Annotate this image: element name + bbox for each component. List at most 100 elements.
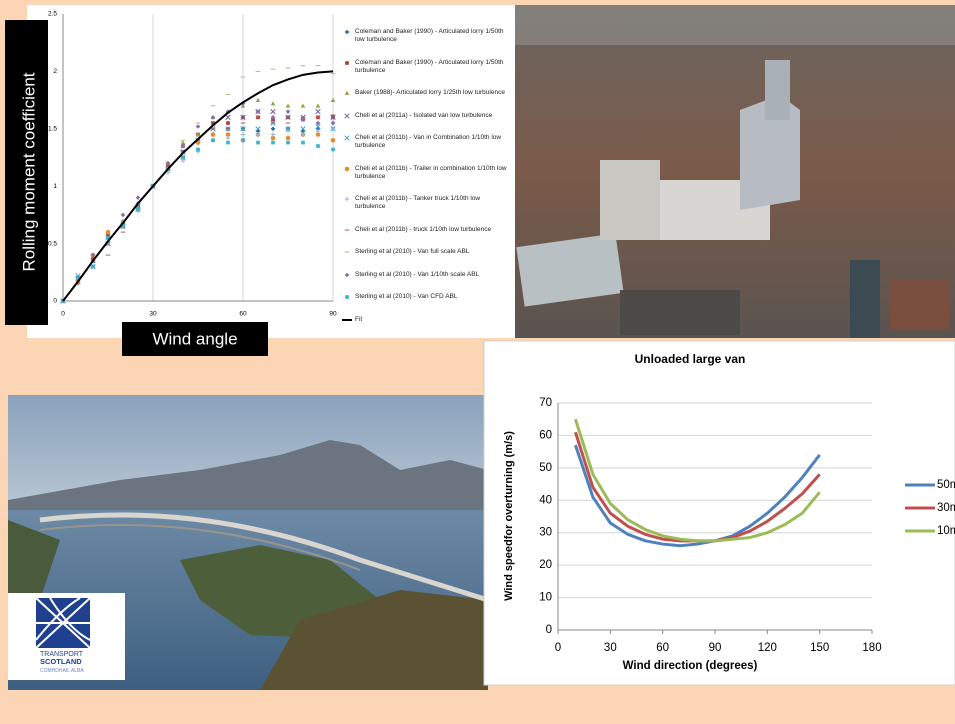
- y-tick-label: 0: [546, 624, 552, 636]
- point: [90, 252, 96, 258]
- logo-line: TRANSPORT: [40, 651, 84, 658]
- point: [225, 114, 231, 120]
- legend-symbol: [345, 295, 349, 300]
- point: [195, 124, 201, 129]
- legend-symbol: [344, 166, 350, 171]
- legend-item: Sterling et al (2010) - Van full scale A…: [342, 248, 512, 256]
- legend-label: Coleman and Baker (1990) - Articulated l…: [355, 58, 504, 74]
- point: [226, 121, 230, 125]
- x-axis-label: Wind direction (degrees): [623, 660, 758, 672]
- legend-label: 50mph: [937, 479, 955, 491]
- chart-panel: [483, 340, 955, 686]
- legend-label: 10mph: [937, 525, 955, 537]
- legend-item: Sterling et al (2010) - Van CFD ABL: [342, 293, 512, 301]
- legend-symbol: [344, 196, 350, 202]
- point: [285, 103, 291, 108]
- legend-symbol: [344, 29, 350, 35]
- point: [301, 140, 305, 145]
- legend-label: Baker (1988)- Articulated lorry 1/25th l…: [355, 89, 505, 97]
- y-tick-label: 50: [539, 462, 552, 474]
- point: [136, 207, 140, 211]
- legend-marker: [345, 60, 349, 65]
- point: [330, 137, 336, 143]
- point: [331, 147, 335, 152]
- legend-item: Cheli et al (2011b) - Trailer in combina…: [342, 165, 512, 181]
- y-tick-label: 40: [539, 494, 552, 506]
- series-line: [574, 418, 821, 543]
- point: [315, 103, 321, 108]
- point: [286, 140, 290, 145]
- legend-item: Coleman and Baker (1990) - Articulated l…: [342, 59, 512, 75]
- point: [255, 97, 261, 102]
- legend-marker: [344, 112, 350, 119]
- point: [330, 97, 336, 102]
- point: [226, 140, 230, 145]
- point: [330, 114, 336, 120]
- y-tick-label: 2.5: [48, 11, 57, 18]
- label-box: [122, 322, 268, 356]
- legend-marker: [344, 251, 350, 253]
- point: [285, 109, 291, 114]
- legend: Coleman and Baker (1990) - Articulated l…: [342, 28, 512, 324]
- legend-symbol: [344, 135, 350, 141]
- fit-line: [62, 70, 334, 302]
- legend-item: Sterling et al (2010) - Van 1/10th scale…: [342, 271, 512, 279]
- logo-line: SCOTLAND: [40, 657, 82, 666]
- legend-label: Cheli et al (2011b) - Tanker truck 1/10t…: [355, 195, 481, 211]
- legend-label: Cheli et al (2011a) - Isolated van low t…: [355, 111, 493, 119]
- point: [256, 140, 260, 145]
- y-tick-label: 20: [539, 559, 552, 571]
- chart-panel: [27, 5, 515, 338]
- point: [330, 126, 336, 132]
- x-tick-label: 30: [604, 642, 617, 654]
- legend-marker: [344, 166, 350, 171]
- legend-label: Sterling et al (2010) - Van full scale A…: [355, 248, 470, 256]
- point: [180, 158, 186, 164]
- point: [315, 128, 321, 134]
- point: [241, 138, 245, 143]
- point: [315, 123, 321, 130]
- point: [300, 103, 306, 108]
- y-tick-label: 10: [539, 592, 552, 604]
- point: [240, 132, 246, 137]
- point: [91, 264, 95, 269]
- x-tick-label: 120: [758, 642, 777, 654]
- point: [271, 140, 275, 145]
- legend-symbol: [344, 272, 350, 278]
- point: [270, 126, 276, 132]
- y-tick-label: 0: [53, 298, 57, 305]
- point: [315, 108, 321, 115]
- legend-marker: [344, 90, 350, 95]
- point: [300, 132, 306, 137]
- x-tick-label: 0: [555, 642, 561, 654]
- logo-line: COMHDHAIL ALBA: [40, 668, 84, 674]
- point: [105, 229, 111, 235]
- y-tick-label: 60: [539, 429, 552, 441]
- point: [240, 126, 246, 132]
- legend-item: Fit: [342, 316, 512, 324]
- point: [285, 114, 291, 120]
- city-photo: [515, 5, 955, 338]
- logo: TRANSPORT SCOTLAND COMHDHAIL ALBA: [8, 593, 125, 680]
- point: [270, 115, 276, 120]
- legend-symbol: [344, 90, 350, 95]
- point: [255, 132, 261, 137]
- point: [180, 143, 186, 149]
- point: [210, 132, 216, 137]
- point: [270, 101, 276, 106]
- x-tick-label: 0: [61, 311, 65, 318]
- y-tick-label: 2: [53, 68, 57, 75]
- point: [300, 126, 306, 132]
- legend-label: Sterling et al (2010) - Van 1/10th scale…: [355, 270, 480, 278]
- legend-marker: [344, 29, 350, 35]
- point: [316, 144, 320, 148]
- legend-label: Sterling et al (2010) - Van CFD ABL: [355, 293, 458, 301]
- legend-label: 30mph: [937, 502, 955, 514]
- point: [285, 128, 291, 134]
- point: [255, 109, 261, 114]
- legend-marker: [344, 196, 350, 202]
- point: [240, 114, 246, 120]
- legend-label: Cheli et al (2011b) - Trailer in combina…: [355, 164, 507, 180]
- legend-item: Cheli et al (2011b) - Van in Combination…: [342, 134, 512, 150]
- legend-marker: [344, 272, 350, 278]
